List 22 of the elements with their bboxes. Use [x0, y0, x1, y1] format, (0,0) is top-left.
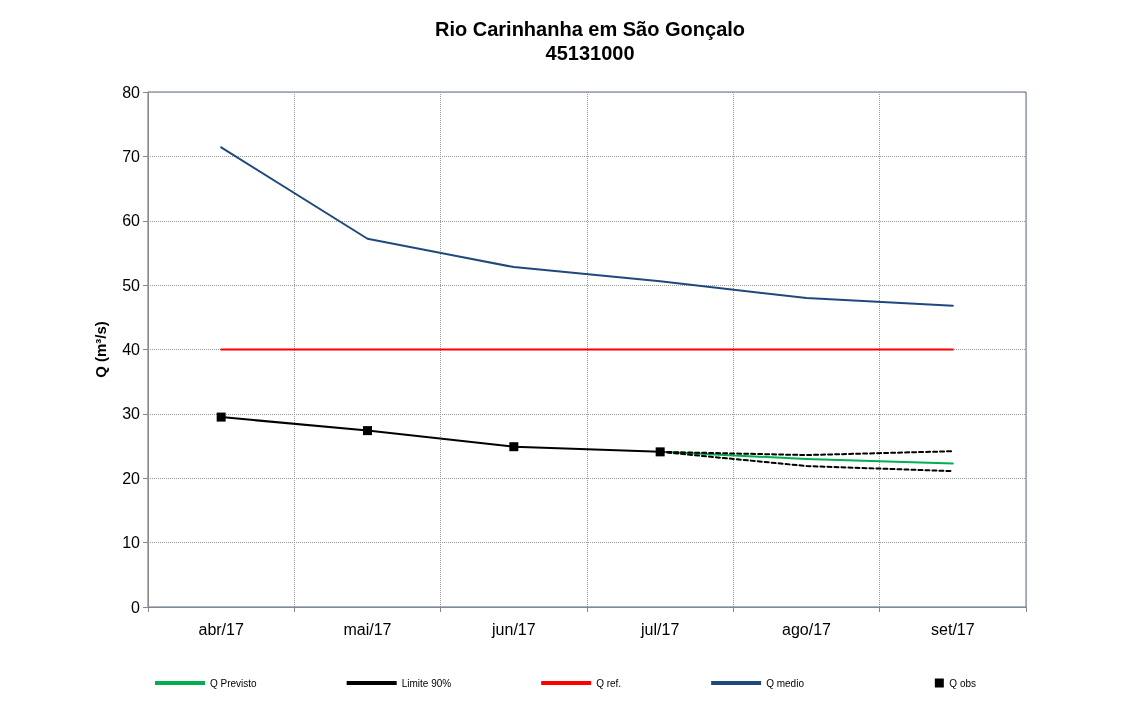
legend-label: Q obs [949, 677, 977, 689]
y-tick-label: 20 [122, 469, 141, 487]
y-tick-label: 60 [122, 212, 141, 230]
legend-label: Q ref. [596, 677, 622, 689]
y-tick-label: 0 [131, 598, 141, 616]
legend-label: Limite 90% [401, 677, 452, 689]
chart-title: Rio Carinhanha em São Gonçalo 45131000 [434, 18, 746, 64]
x-tick-label: mai/17 [343, 620, 392, 638]
y-tick-label: 10 [122, 534, 141, 552]
x-tick-label: abr/17 [198, 620, 244, 638]
x-tick-label: jul/17 [640, 620, 680, 638]
x-tick-label: jun/17 [491, 620, 536, 638]
y-axis-title: Q (m³/s) [92, 321, 109, 378]
x-tick-label: ago/17 [782, 620, 832, 638]
y-tick-label: 30 [122, 405, 141, 423]
x-tick-label: set/17 [931, 620, 975, 638]
y-tick-label: 40 [122, 341, 141, 358]
y-tick-label: 50 [122, 276, 141, 294]
legend-label: Q Previsto [210, 677, 258, 689]
y-tick-label: 80 [122, 83, 141, 101]
legend-label: Q medio [766, 677, 805, 689]
y-tick-label: 70 [122, 147, 141, 165]
